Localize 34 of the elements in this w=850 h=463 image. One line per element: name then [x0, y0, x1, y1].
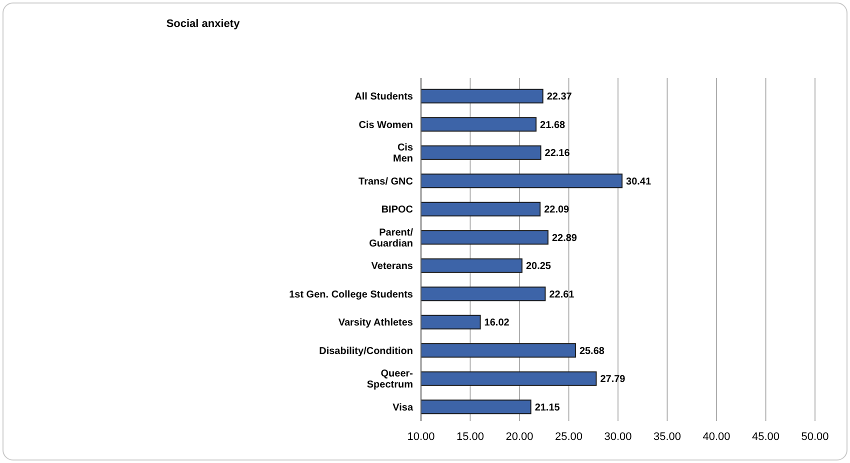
- y-tick-label: Cis Men: [393, 142, 414, 165]
- y-tick-label: 1st Gen. College Students: [289, 289, 414, 300]
- y-tick-label: Visa: [392, 402, 414, 414]
- data-label: 30.41: [626, 176, 652, 188]
- y-tick-label: Cis Women: [358, 120, 413, 131]
- x-tick-label: 40.00: [702, 431, 730, 443]
- x-tick-label: 15.00: [456, 431, 484, 443]
- y-tick-label: Varsity Athletes: [338, 318, 414, 329]
- x-tick-label: 20.00: [506, 431, 534, 443]
- x-tick-label: 50.00: [801, 431, 829, 443]
- x-tick-label: 25.00: [554, 431, 583, 443]
- data-label: 20.25: [526, 261, 552, 272]
- x-tick-label: 30.00: [604, 431, 632, 443]
- x-tick-label: 35.00: [653, 431, 682, 443]
- y-tick-label: Queer- Spectrum: [366, 368, 414, 391]
- data-label: 27.79: [600, 374, 626, 386]
- data-label: 25.68: [579, 346, 605, 357]
- y-tick-label: Disability/Condition: [319, 346, 413, 357]
- y-tick-label: Trans/ GNC: [358, 176, 413, 188]
- data-label: 22.37: [546, 92, 572, 103]
- x-tick-label: 10.00: [407, 431, 435, 443]
- data-label: 21.15: [534, 402, 560, 414]
- data-label: 16.02: [484, 318, 510, 329]
- text: Social anxiety: [166, 18, 241, 30]
- data-label: 22.16: [544, 148, 570, 160]
- y-tick-label: Veterans: [371, 261, 414, 272]
- y-tick-label: All Students: [354, 92, 414, 103]
- x-tick-label: 45.00: [752, 431, 780, 443]
- data-label: 21.68: [540, 120, 566, 131]
- data-label: 22.61: [549, 289, 575, 300]
- data-label: 22.09: [544, 204, 570, 216]
- y-tick-label: Parent/ Guardian: [369, 227, 414, 250]
- y-tick-label: BIPOC: [381, 204, 413, 216]
- data-label: 22.89: [552, 232, 578, 244]
